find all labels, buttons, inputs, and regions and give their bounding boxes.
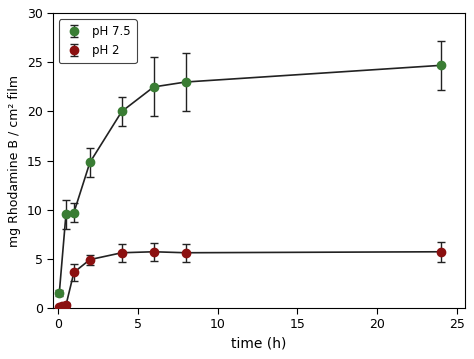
Legend: pH 7.5, pH 2: pH 7.5, pH 2 xyxy=(59,19,137,63)
Y-axis label: mg Rhodamine B / cm² film: mg Rhodamine B / cm² film xyxy=(9,75,21,247)
X-axis label: time (h): time (h) xyxy=(231,337,287,351)
